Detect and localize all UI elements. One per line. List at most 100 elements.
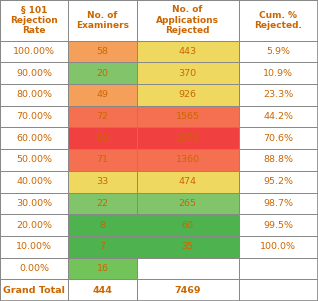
Bar (137, 41, 238, 62)
Text: 60.00%: 60.00% (16, 134, 52, 143)
Bar (137, 127, 238, 149)
Bar (68, 149, 137, 171)
Bar (238, 41, 318, 62)
Text: 95.2%: 95.2% (263, 177, 293, 186)
Bar (238, 0, 318, 41)
Text: 80.00%: 80.00% (16, 90, 52, 99)
Bar (68, 258, 137, 279)
Text: 1971: 1971 (176, 134, 200, 143)
Text: 30.00%: 30.00% (16, 199, 52, 208)
Text: No. of
Examiners: No. of Examiners (76, 11, 129, 30)
Bar (137, 171, 238, 193)
Text: 474: 474 (179, 177, 197, 186)
Bar (0, 149, 68, 171)
Text: 265: 265 (179, 199, 197, 208)
Bar (0, 0, 68, 41)
Text: 926: 926 (179, 90, 197, 99)
Bar (137, 0, 238, 41)
Text: § 101
Rejection
Rate: § 101 Rejection Rate (10, 5, 58, 35)
Text: 16: 16 (97, 264, 108, 273)
Bar (238, 193, 318, 214)
Text: 44.2%: 44.2% (263, 112, 293, 121)
Bar (238, 214, 318, 236)
Bar (68, 127, 137, 149)
Bar (238, 279, 318, 301)
Text: 444: 444 (93, 286, 113, 295)
Text: 23.3%: 23.3% (263, 90, 294, 99)
Text: 35: 35 (182, 242, 194, 251)
Bar (0, 171, 68, 193)
Text: 33: 33 (96, 177, 109, 186)
Bar (0, 236, 68, 258)
Bar (137, 84, 238, 106)
Bar (0, 214, 68, 236)
Bar (0, 127, 68, 149)
Bar (238, 127, 318, 149)
Text: 70.6%: 70.6% (263, 134, 293, 143)
Text: 10.00%: 10.00% (16, 242, 52, 251)
Text: 88: 88 (97, 134, 108, 143)
Bar (0, 106, 68, 127)
Bar (238, 62, 318, 84)
Text: 20.00%: 20.00% (16, 221, 52, 230)
Bar (68, 84, 137, 106)
Text: 60: 60 (182, 221, 194, 230)
Bar (137, 279, 238, 301)
Text: 40.00%: 40.00% (16, 177, 52, 186)
Text: 88.8%: 88.8% (263, 156, 293, 164)
Text: 98.7%: 98.7% (263, 199, 293, 208)
Bar (238, 84, 318, 106)
Text: 100.0%: 100.0% (260, 242, 296, 251)
Bar (0, 258, 68, 279)
Text: 443: 443 (179, 47, 197, 56)
Text: 1565: 1565 (176, 112, 200, 121)
Bar (137, 193, 238, 214)
Bar (238, 171, 318, 193)
Bar (238, 106, 318, 127)
Text: 7469: 7469 (174, 286, 201, 295)
Bar (238, 258, 318, 279)
Text: 58: 58 (97, 47, 108, 56)
Bar (238, 149, 318, 171)
Bar (68, 41, 137, 62)
Bar (0, 279, 68, 301)
Text: 90.00%: 90.00% (16, 69, 52, 78)
Bar (68, 171, 137, 193)
Text: 70.00%: 70.00% (16, 112, 52, 121)
Bar (137, 214, 238, 236)
Text: Grand Total: Grand Total (3, 286, 65, 295)
Bar (68, 62, 137, 84)
Text: 20: 20 (97, 69, 108, 78)
Bar (238, 236, 318, 258)
Bar (0, 84, 68, 106)
Bar (137, 149, 238, 171)
Bar (68, 214, 137, 236)
Bar (137, 62, 238, 84)
Text: 370: 370 (179, 69, 197, 78)
Text: 100.00%: 100.00% (13, 47, 55, 56)
Text: 5.9%: 5.9% (266, 47, 290, 56)
Text: 22: 22 (97, 199, 108, 208)
Text: 71: 71 (97, 156, 108, 164)
Text: 8: 8 (100, 221, 106, 230)
Bar (137, 258, 238, 279)
Bar (68, 0, 137, 41)
Bar (68, 279, 137, 301)
Text: 0.00%: 0.00% (19, 264, 49, 273)
Bar (0, 41, 68, 62)
Text: 72: 72 (97, 112, 108, 121)
Text: Cum. %
Rejected.: Cum. % Rejected. (254, 11, 302, 30)
Bar (0, 193, 68, 214)
Text: 10.9%: 10.9% (263, 69, 293, 78)
Bar (0, 62, 68, 84)
Text: 99.5%: 99.5% (263, 221, 293, 230)
Bar (68, 193, 137, 214)
Text: 50.00%: 50.00% (16, 156, 52, 164)
Text: 1360: 1360 (176, 156, 200, 164)
Bar (137, 106, 238, 127)
Bar (68, 106, 137, 127)
Bar (137, 236, 238, 258)
Text: 49: 49 (97, 90, 108, 99)
Text: 7: 7 (100, 242, 106, 251)
Text: No. of
Applications
Rejected: No. of Applications Rejected (156, 5, 219, 35)
